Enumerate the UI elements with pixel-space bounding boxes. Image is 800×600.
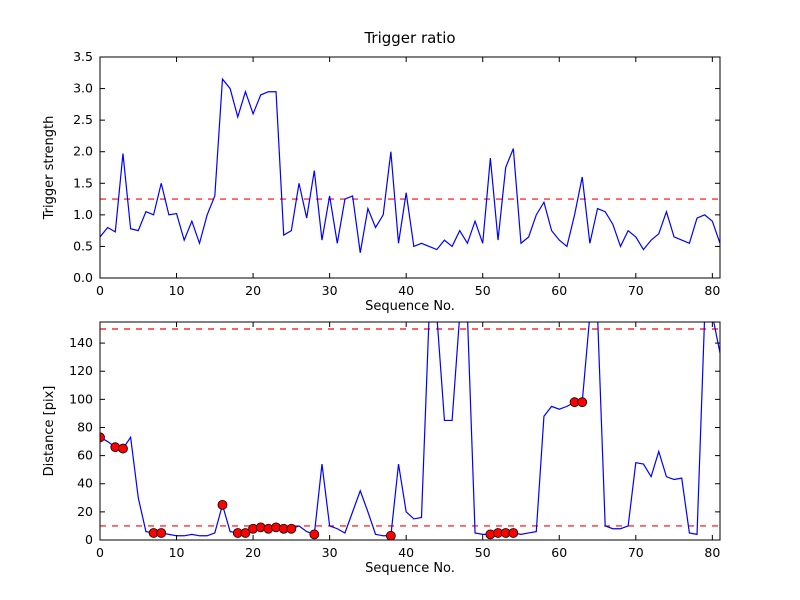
x-tick-label: 0 — [96, 283, 104, 298]
bottom-plot: 0 10 20 30 40 50 60 70 80 0 20 40 60 80 100 120 140 — [69, 321, 721, 560]
x-tick-label: 40 — [398, 545, 414, 560]
y-tick-label: 0.0 — [73, 270, 93, 285]
x-tick-label: 40 — [398, 283, 414, 298]
x-tick-label: 80 — [704, 283, 720, 298]
plot-title: Trigger ratio — [363, 29, 455, 47]
event-marker — [309, 529, 320, 540]
bottom-ylabel: Distance [pix] — [42, 386, 57, 477]
bottom-xlabel: Sequence No. — [365, 561, 455, 576]
y-tick-label: 2.5 — [73, 112, 93, 127]
event-marker — [118, 443, 128, 454]
top-plot: 0 10 20 30 40 50 60 70 80 0.0 0.5 1.0 1.5 2.0 2.5 3.0 3.… — [73, 49, 721, 298]
y-tick-label: 40 — [77, 476, 93, 491]
y-tick-label: 100 — [69, 391, 93, 406]
axes-frame — [99, 56, 721, 279]
data-line — [100, 322, 720, 537]
y-tick-label: 1.5 — [73, 175, 93, 190]
y-tick-label: 3.0 — [73, 81, 93, 96]
event-marker — [156, 528, 167, 538]
x-tick-label: 20 — [245, 283, 261, 298]
y-tick-label: 3.5 — [73, 49, 93, 64]
x-tick-label: 30 — [322, 283, 338, 298]
y-tick-label: 60 — [77, 448, 93, 463]
x-tick-label: 50 — [475, 545, 491, 560]
y-tick-label: 140 — [69, 335, 93, 350]
x-tick-label: 20 — [245, 545, 261, 560]
x-tick-label: 80 — [704, 545, 720, 560]
y-tick-label: 80 — [77, 419, 93, 434]
event-marker — [385, 530, 396, 540]
axes-frame — [99, 321, 721, 541]
event-marker — [508, 528, 519, 538]
x-tick-label: 70 — [628, 545, 644, 560]
x-tick-label: 0 — [96, 545, 104, 560]
y-tick-label: 1.0 — [73, 207, 93, 222]
x-tick-label: 60 — [551, 283, 567, 298]
y-tick-label: 0.5 — [73, 238, 93, 253]
event-marker — [286, 523, 297, 534]
x-tick-label: 50 — [475, 283, 491, 298]
y-tick-label: 20 — [77, 504, 93, 519]
y-tick-label: 0 — [85, 532, 93, 547]
y-tick-label: 2.0 — [73, 144, 93, 159]
y-tick-label: 120 — [69, 363, 93, 378]
x-tick-label: 70 — [628, 283, 644, 298]
event-marker — [240, 528, 251, 538]
x-tick-label: 10 — [169, 545, 185, 560]
event-marker — [577, 397, 588, 408]
x-tick-label: 30 — [322, 545, 338, 560]
top-xlabel: Sequence No. — [365, 299, 455, 314]
event-marker — [217, 499, 228, 510]
top-ylabel: Trigger strength — [42, 116, 57, 221]
x-tick-label: 60 — [551, 545, 567, 560]
x-tick-label: 10 — [169, 283, 185, 298]
data-line — [100, 77, 720, 253]
event-marker — [100, 432, 105, 443]
